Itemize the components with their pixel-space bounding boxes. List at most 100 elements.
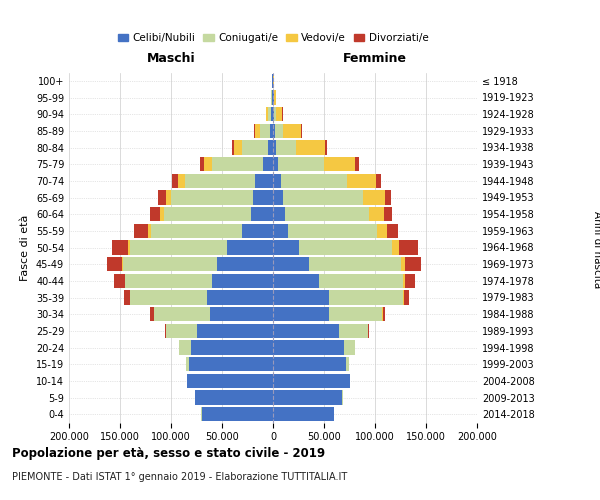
Bar [234, 140, 242, 154]
Bar [325, 140, 326, 154]
Bar [329, 307, 382, 322]
Bar [260, 124, 270, 138]
Bar [166, 324, 197, 338]
Bar [271, 107, 273, 121]
Bar [404, 274, 415, 288]
Bar [346, 357, 349, 371]
Bar [363, 190, 385, 204]
Bar [266, 107, 268, 121]
Bar [179, 340, 191, 354]
Bar [296, 140, 325, 154]
Bar [355, 157, 359, 171]
Bar [151, 224, 242, 238]
Bar [299, 240, 392, 254]
Bar [148, 224, 151, 238]
Bar [166, 190, 171, 204]
Bar [273, 90, 274, 104]
Bar [128, 240, 130, 254]
Text: Femmine: Femmine [343, 52, 407, 66]
Bar [273, 174, 281, 188]
Bar [319, 274, 403, 288]
Bar [273, 257, 309, 271]
Bar [212, 274, 273, 288]
Bar [190, 357, 273, 371]
Bar [202, 407, 273, 421]
Bar [369, 207, 384, 221]
Bar [274, 90, 275, 104]
Bar [227, 240, 273, 254]
Bar [309, 257, 401, 271]
Bar [268, 107, 271, 121]
Bar [273, 107, 274, 121]
Bar [403, 290, 404, 304]
Bar [178, 174, 185, 188]
Bar [283, 190, 363, 204]
Bar [274, 107, 276, 121]
Bar [271, 90, 272, 104]
Bar [254, 174, 273, 188]
Bar [344, 340, 355, 354]
Bar [273, 240, 299, 254]
Bar [273, 274, 319, 288]
Bar [281, 174, 347, 188]
Bar [200, 157, 203, 171]
Bar [273, 324, 340, 338]
Bar [134, 224, 148, 238]
Bar [384, 207, 392, 221]
Bar [112, 240, 128, 254]
Bar [149, 207, 160, 221]
Bar [275, 140, 296, 154]
Bar [272, 90, 273, 104]
Bar [377, 224, 387, 238]
Bar [242, 140, 268, 154]
Bar [404, 290, 409, 304]
Bar [301, 124, 302, 138]
Legend: Celibi/Nubili, Coniugati/e, Vedovi/e, Divorziati/e: Celibi/Nubili, Coniugati/e, Vedovi/e, Di… [113, 28, 433, 47]
Bar [273, 290, 329, 304]
Text: PIEMONTE - Dati ISTAT 1° gennaio 2019 - Elaborazione TUTTITALIA.IT: PIEMONTE - Dati ISTAT 1° gennaio 2019 - … [12, 472, 347, 482]
Bar [217, 257, 273, 271]
Bar [273, 190, 283, 204]
Text: Anni di nascita: Anni di nascita [592, 212, 600, 288]
Bar [392, 240, 400, 254]
Bar [123, 257, 217, 271]
Bar [283, 124, 301, 138]
Bar [368, 324, 369, 338]
Bar [273, 224, 289, 238]
Bar [232, 140, 234, 154]
Bar [154, 307, 210, 322]
Bar [273, 157, 278, 171]
Bar [404, 257, 421, 271]
Bar [285, 207, 369, 221]
Bar [401, 257, 404, 271]
Bar [122, 257, 123, 271]
Bar [278, 157, 324, 171]
Bar [212, 157, 263, 171]
Bar [171, 190, 253, 204]
Bar [107, 257, 122, 271]
Bar [347, 174, 376, 188]
Bar [324, 157, 355, 171]
Bar [254, 124, 260, 138]
Bar [206, 290, 273, 304]
Bar [165, 324, 166, 338]
Bar [273, 374, 349, 388]
Text: Maschi: Maschi [146, 52, 196, 66]
Bar [329, 290, 403, 304]
Bar [273, 340, 344, 354]
Bar [376, 174, 381, 188]
Bar [403, 274, 404, 288]
Bar [268, 140, 273, 154]
Bar [210, 307, 273, 322]
Bar [273, 207, 285, 221]
Bar [125, 274, 212, 288]
Bar [130, 290, 206, 304]
Bar [289, 224, 377, 238]
Bar [276, 107, 282, 121]
Bar [251, 207, 273, 221]
Bar [185, 174, 254, 188]
Bar [151, 307, 154, 322]
Bar [270, 124, 273, 138]
Text: Popolazione per età, sesso e stato civile - 2019: Popolazione per età, sesso e stato civil… [12, 448, 325, 460]
Bar [172, 174, 178, 188]
